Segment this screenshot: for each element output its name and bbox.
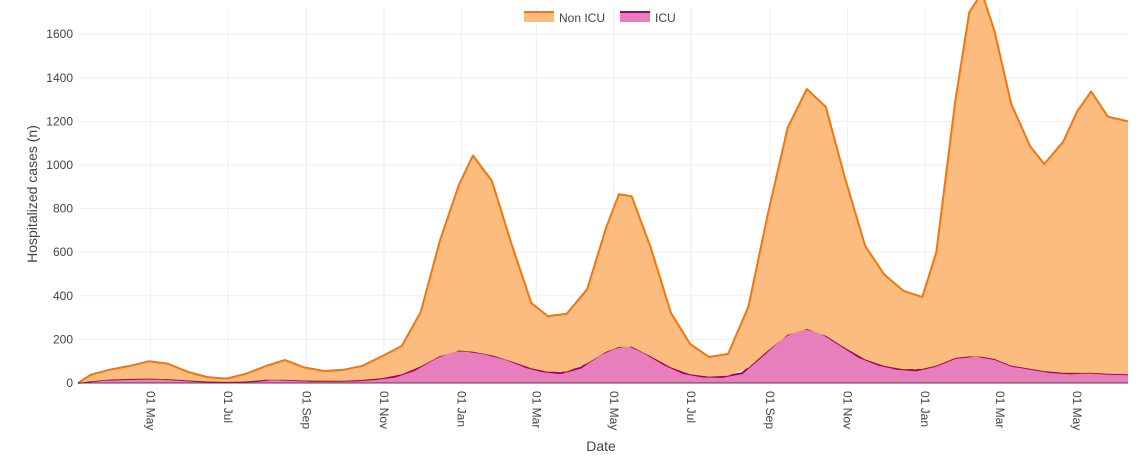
x-tick-label: 01 Mar bbox=[529, 391, 543, 428]
legend-swatch-icu bbox=[620, 12, 650, 22]
legend-swatch-non-icu bbox=[524, 12, 554, 22]
y-tick-label: 1200 bbox=[46, 114, 73, 128]
area-icu bbox=[78, 327, 1128, 383]
x-tick-label: 01 Sep bbox=[300, 391, 314, 429]
x-tick-label: 01 Nov bbox=[840, 391, 854, 429]
x-tick-label: 01 Jul bbox=[221, 391, 235, 423]
x-tick-label: 01 May bbox=[607, 391, 621, 430]
x-tick-label: 01 Sep bbox=[763, 391, 777, 429]
y-tick-label: 1400 bbox=[46, 71, 73, 85]
y-tick-label: 800 bbox=[53, 202, 73, 216]
legend[interactable]: Non ICU ICU bbox=[524, 11, 676, 25]
x-tick-label: 01 May bbox=[143, 391, 157, 430]
y-tick-label: 1000 bbox=[46, 158, 73, 172]
x-tick-label: 01 Jan bbox=[454, 391, 468, 427]
x-tick-label: 01 Nov bbox=[377, 391, 391, 429]
y-tick-label: 200 bbox=[53, 332, 73, 346]
axis-layer: 0 200 400 600 800 1000 1200 1400 1600 01 May 01 Ju… bbox=[46, 27, 1128, 430]
legend-label-non-icu: Non ICU bbox=[559, 11, 605, 25]
area-layer bbox=[77, 0, 1129, 384]
legend-item-icu[interactable]: ICU bbox=[620, 11, 676, 25]
legend-item-non-icu[interactable]: Non ICU bbox=[524, 11, 605, 25]
x-tick-label: 01 Jan bbox=[918, 391, 932, 427]
y-tick-label: 600 bbox=[53, 245, 73, 259]
y-axis-title: Hospitalized cases (n) bbox=[24, 125, 40, 263]
x-axis-title: Date bbox=[586, 438, 616, 454]
legend-label-icu: ICU bbox=[655, 11, 676, 25]
area-non-icu bbox=[78, 0, 1128, 383]
y-tick-label: 400 bbox=[53, 289, 73, 303]
y-tick-label: 0 bbox=[66, 376, 73, 390]
x-tick-label: 01 Mar bbox=[993, 391, 1007, 428]
x-tick-label: 01 May bbox=[1070, 391, 1084, 430]
x-tick-label: 01 Jul bbox=[684, 391, 698, 423]
line-non-icu bbox=[77, 0, 1129, 384]
y-tick-label: 1600 bbox=[46, 27, 73, 41]
